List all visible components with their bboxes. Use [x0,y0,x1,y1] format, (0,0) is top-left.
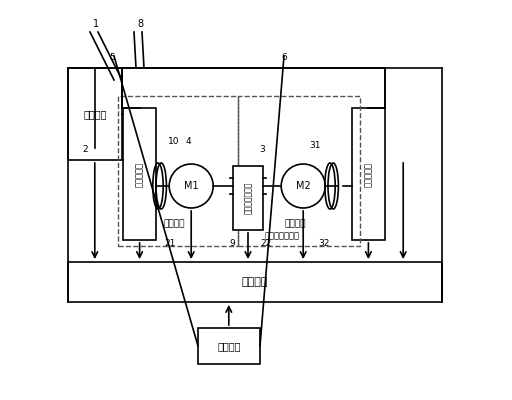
Text: 6: 6 [281,54,287,62]
Text: 4: 4 [185,138,191,146]
Text: M1: M1 [184,181,199,191]
Text: 5: 5 [109,54,115,62]
Text: 9: 9 [229,240,235,248]
Text: 车载电机: 车载电机 [285,220,306,228]
Text: 测控单元: 测控单元 [242,277,268,287]
Bar [352,108,385,240]
Text: 21: 21 [164,240,176,248]
Text: 22: 22 [261,240,272,248]
Text: M2: M2 [296,181,311,191]
Text: 10: 10 [168,138,180,146]
Text: 1: 1 [93,19,99,29]
Bar [233,166,263,230]
Bar [118,96,238,246]
Text: 转矩转速传感器: 转矩转速传感器 [265,232,300,240]
Text: 模拟工况: 模拟工况 [217,341,241,351]
Text: 32: 32 [318,240,330,248]
Bar [238,96,360,246]
Bar [68,262,442,302]
Bar [198,328,260,364]
Text: 整流电源: 整流电源 [83,109,106,119]
Text: 变频调速器: 变频调速器 [135,162,144,186]
Text: 车载电机: 车载电机 [163,220,185,228]
Bar [68,68,122,160]
Text: 变频调速器: 变频调速器 [364,162,373,186]
Text: 31: 31 [309,142,321,150]
Text: 8: 8 [137,19,143,29]
Text: 转矩转速传感器: 转矩转速传感器 [244,182,252,214]
Bar [123,108,156,240]
Text: 2: 2 [82,146,88,154]
Text: 3: 3 [259,146,265,154]
